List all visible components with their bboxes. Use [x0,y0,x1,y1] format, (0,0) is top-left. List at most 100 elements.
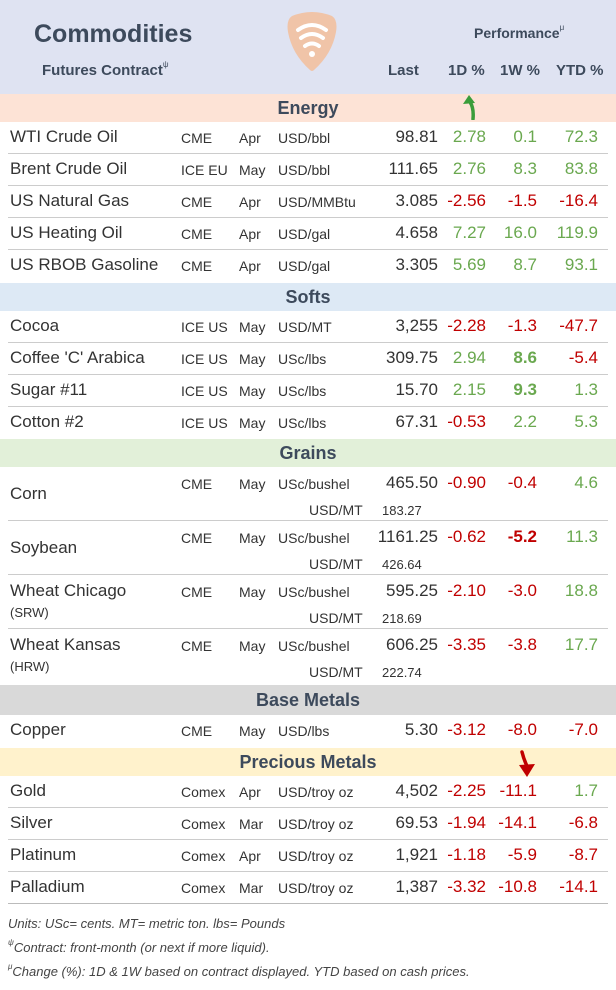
change-1w: 8.3 [513,159,537,178]
footnote-change: μChange (%): 1D & 1W based on contract d… [8,962,470,979]
change-ytd: -16.4 [559,191,598,210]
unit-secondary: USD/MT [309,664,363,680]
unit: USD/gal [278,226,331,242]
table-header: Commodities Futures Contractψ Performanc… [0,0,616,96]
table-row: Cotton #2 ICE US May USc/lbs 67.31 -0.53 2.2 5.… [0,407,616,439]
change-ytd: -7.0 [568,720,598,739]
change-1d: -2.25 [447,781,486,800]
exchange: CME [181,130,213,146]
table-row: US Heating Oil CME Apr USD/gal 4.658 7.27 16.0… [0,218,616,250]
exchange: Comex [181,784,226,800]
last-price-secondary: 426.64 [382,557,422,572]
unit: USc/bushel [278,638,350,654]
change-1w: -11.1 [499,781,538,800]
change-ytd: 119.9 [556,223,598,242]
unit: USc/lbs [278,383,327,399]
section-energy: Energy [0,94,616,122]
column-header-last: Last [388,62,419,79]
change-ytd: -5.4 [568,348,598,367]
commodity-name: US Heating Oil [10,223,123,242]
last-price: 98.81 [395,127,438,146]
subtitle-text: Futures Contract [42,62,163,79]
exchange: ICE US [181,415,228,431]
footnote-units: Units: USc= cents. MT= metric ton. lbs= … [8,916,286,931]
contract-month: Mar [239,880,264,896]
contract-month: May [239,415,266,431]
commodity-name: Palladium [10,877,85,896]
commodity-name: Copper [10,720,66,739]
contract-month: May [239,383,266,399]
exchange: Comex [181,816,226,832]
commodity-name: Soybean [10,538,78,557]
change-1w: 2.2 [513,412,537,431]
unit: USc/bushel [278,530,350,546]
performance-text: Performance [474,25,560,41]
change-ytd: 83.8 [564,159,598,178]
last-price: 3,255 [395,316,438,335]
last-price: 606.25 [386,635,438,654]
down-arrow-icon [519,750,535,777]
contract-month: Apr [239,226,261,242]
change-1d: 2.78 [452,127,486,146]
unit: USc/lbs [278,415,327,431]
commodity-name: Cocoa [10,316,60,335]
table-row: Cocoa ICE US May USD/MT 3,255 -2.28 -1.3 -47.7 [0,311,616,343]
change-ytd: -6.8 [568,813,598,832]
commodity-name: Sugar #11 [10,380,88,399]
change-ytd: -47.7 [559,316,598,335]
change-1d: -0.90 [447,473,486,492]
last-price: 4,502 [395,781,438,800]
commodity-name: Wheat Kansas [10,635,121,654]
exchange: CME [181,584,213,600]
footnote-divider [8,903,608,904]
table-row: Silver Comex Mar USD/troy oz 69.53 -1.94 -14.1… [0,808,616,840]
table-row: Palladium Comex Mar USD/troy oz 1,387 -3.32 -1… [0,872,616,904]
table-row: Platinum Comex Apr USD/troy oz 1,921 -1.18 -5.… [0,840,616,872]
change-1d: -0.53 [447,412,486,431]
last-price-secondary: 183.27 [382,503,422,518]
last-price: 15.70 [395,380,438,399]
change-1d: -2.28 [447,316,486,335]
change-1d: -2.56 [447,191,486,210]
table-row: Gold Comex Apr USD/troy oz 4,502 -2.25 -11.1 1.… [0,776,616,808]
last-price: 69.53 [395,813,438,832]
last-price: 3.085 [395,191,438,210]
unit: USc/bushel [278,476,350,492]
last-price: 3.305 [395,255,438,274]
unit-secondary: USD/MT [309,502,363,518]
change-ytd: 17.7 [564,635,598,654]
change-1w: 8.7 [513,255,537,274]
contract-month: Mar [239,816,264,832]
last-price: 67.31 [395,412,438,431]
commodity-variety: (HRW) [10,659,50,674]
change-1w: -3.8 [507,635,537,654]
contract-month: Apr [239,784,261,800]
page-title: Commodities [34,20,193,48]
contract-footnote-mark: ψ [8,938,14,947]
unit: USD/troy oz [278,816,354,832]
wifi-signal-pick-icon [287,12,337,71]
exchange: ICE US [181,319,228,335]
change-1w: -5.9 [507,845,537,864]
contract-month: Apr [239,194,261,210]
change-1w: 0.1 [513,127,537,146]
table-row: Corn CME May USc/bushel 465.50 -0.90 -0.4 4.6 US… [0,467,616,521]
page-subtitle: Futures Contractψ [42,60,169,79]
commodity-name: WTI Crude Oil [10,127,118,146]
change-1d: 2.15 [452,380,486,399]
unit-secondary: USD/MT [309,556,363,572]
exchange: Comex [181,848,226,864]
contract-footnote-text: Contract: front-month (or next if more l… [13,940,270,955]
exchange: CME [181,530,213,546]
contract-month: May [239,723,266,739]
unit: USD/bbl [278,162,331,178]
performance-footnote-mark: μ [559,23,565,32]
change-ytd: -14.1 [559,877,598,896]
table-row: Wheat Chicago (SRW) CME May USc/bushel 595.25… [0,575,616,629]
column-header-1w: 1W % [500,62,541,79]
table-row: US Natural Gas CME Apr USD/MMBtu 3.085 -2.56 -… [0,186,616,218]
unit-secondary: USD/MT [309,610,363,626]
commodity-name: Cotton #2 [10,412,84,431]
change-1w: -8.0 [507,720,537,739]
exchange: ICE US [181,351,228,367]
